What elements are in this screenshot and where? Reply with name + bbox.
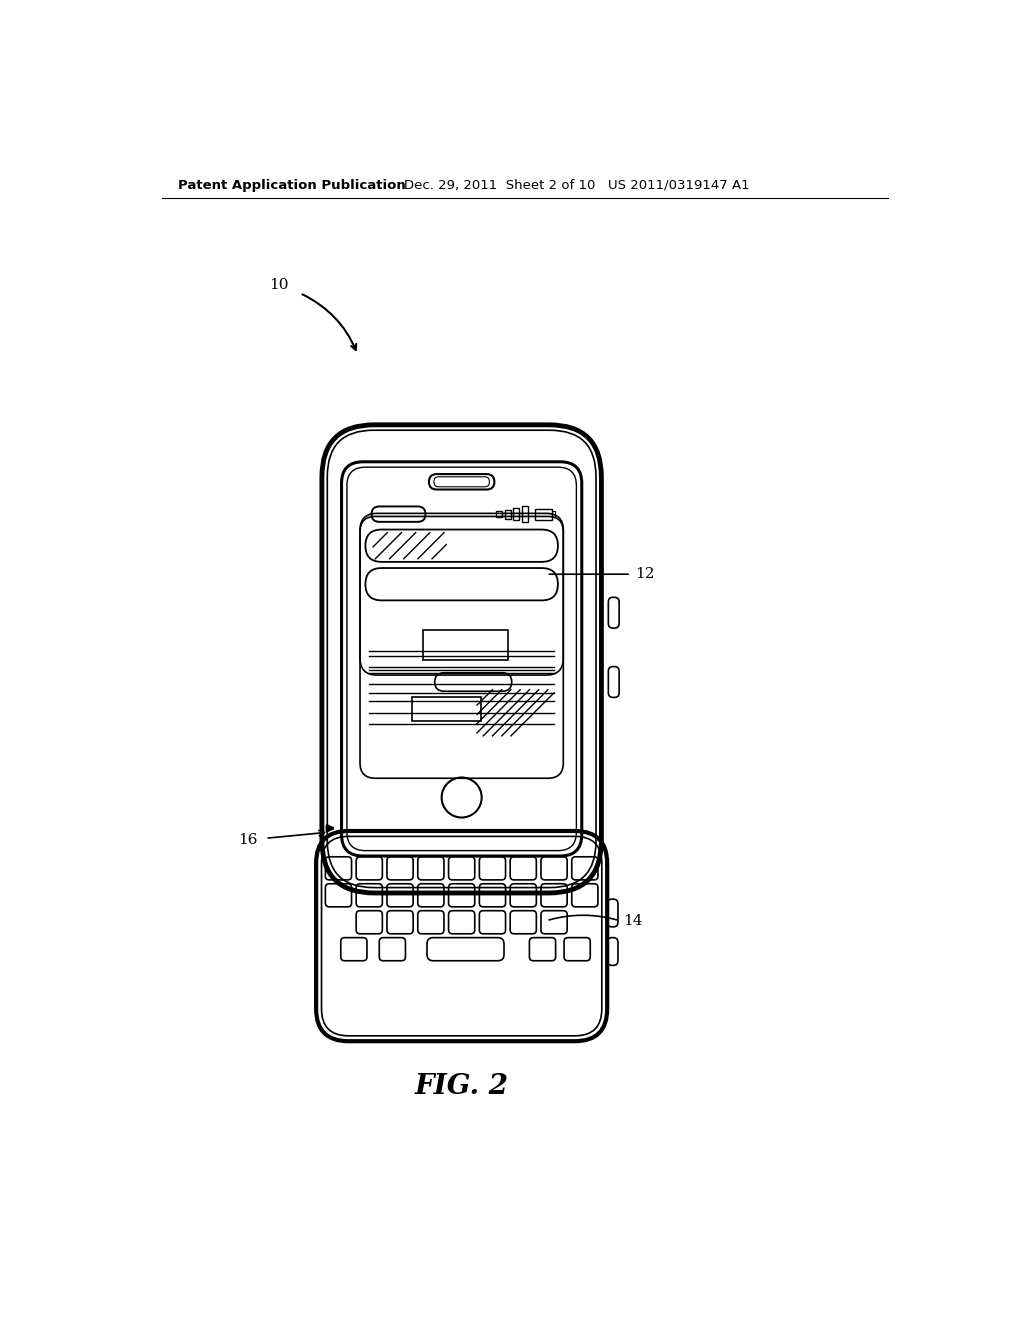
Text: Dec. 29, 2011  Sheet 2 of 10: Dec. 29, 2011 Sheet 2 of 10 [403, 178, 595, 191]
Text: Patent Application Publication: Patent Application Publication [178, 178, 407, 191]
Text: FIG. 2: FIG. 2 [415, 1073, 509, 1100]
Bar [412, 697, 481, 721]
Bar [513, 508, 519, 520]
Bar [497, 511, 503, 517]
Bar [535, 508, 552, 520]
Text: 10: 10 [269, 279, 289, 293]
Bar [521, 507, 528, 521]
Text: US 2011/0319147 A1: US 2011/0319147 A1 [608, 178, 750, 191]
Bar [552, 511, 555, 517]
Text: 12: 12 [635, 568, 654, 581]
Text: 14: 14 [624, 913, 643, 928]
Bar [423, 631, 508, 660]
Text: 16: 16 [239, 833, 258, 847]
Bar [505, 510, 511, 519]
